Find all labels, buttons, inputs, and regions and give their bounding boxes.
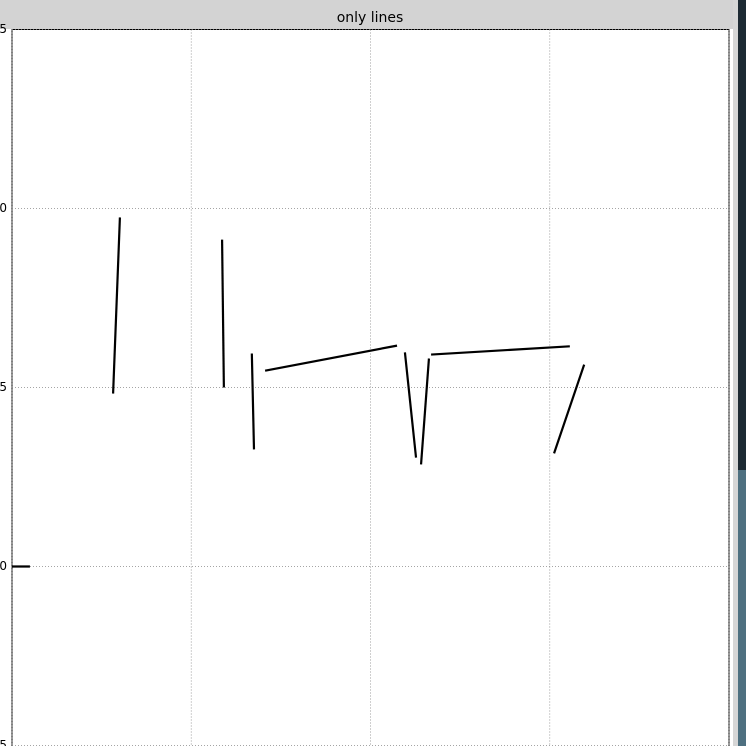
side-strip	[738, 0, 746, 746]
line-segment	[403, 352, 418, 458]
y-tick-label: -5	[0, 738, 7, 746]
plot: -5 0 5 10 15	[0, 22, 730, 746]
line-segment	[264, 344, 398, 372]
line-segment	[553, 364, 586, 454]
line-segment	[431, 345, 570, 356]
title-bar	[0, 0, 733, 29]
y-tick-label: 5	[0, 380, 7, 394]
line-segment	[250, 353, 256, 450]
y-tick-label: 0	[0, 559, 7, 573]
line-segment	[419, 358, 431, 465]
chart-title: only lines	[337, 10, 404, 26]
line-segment	[220, 239, 225, 388]
line-segment	[111, 217, 122, 394]
y-tick-label: 10	[0, 201, 7, 215]
side-image	[738, 470, 746, 746]
y-tick-label: 15	[0, 22, 7, 36]
